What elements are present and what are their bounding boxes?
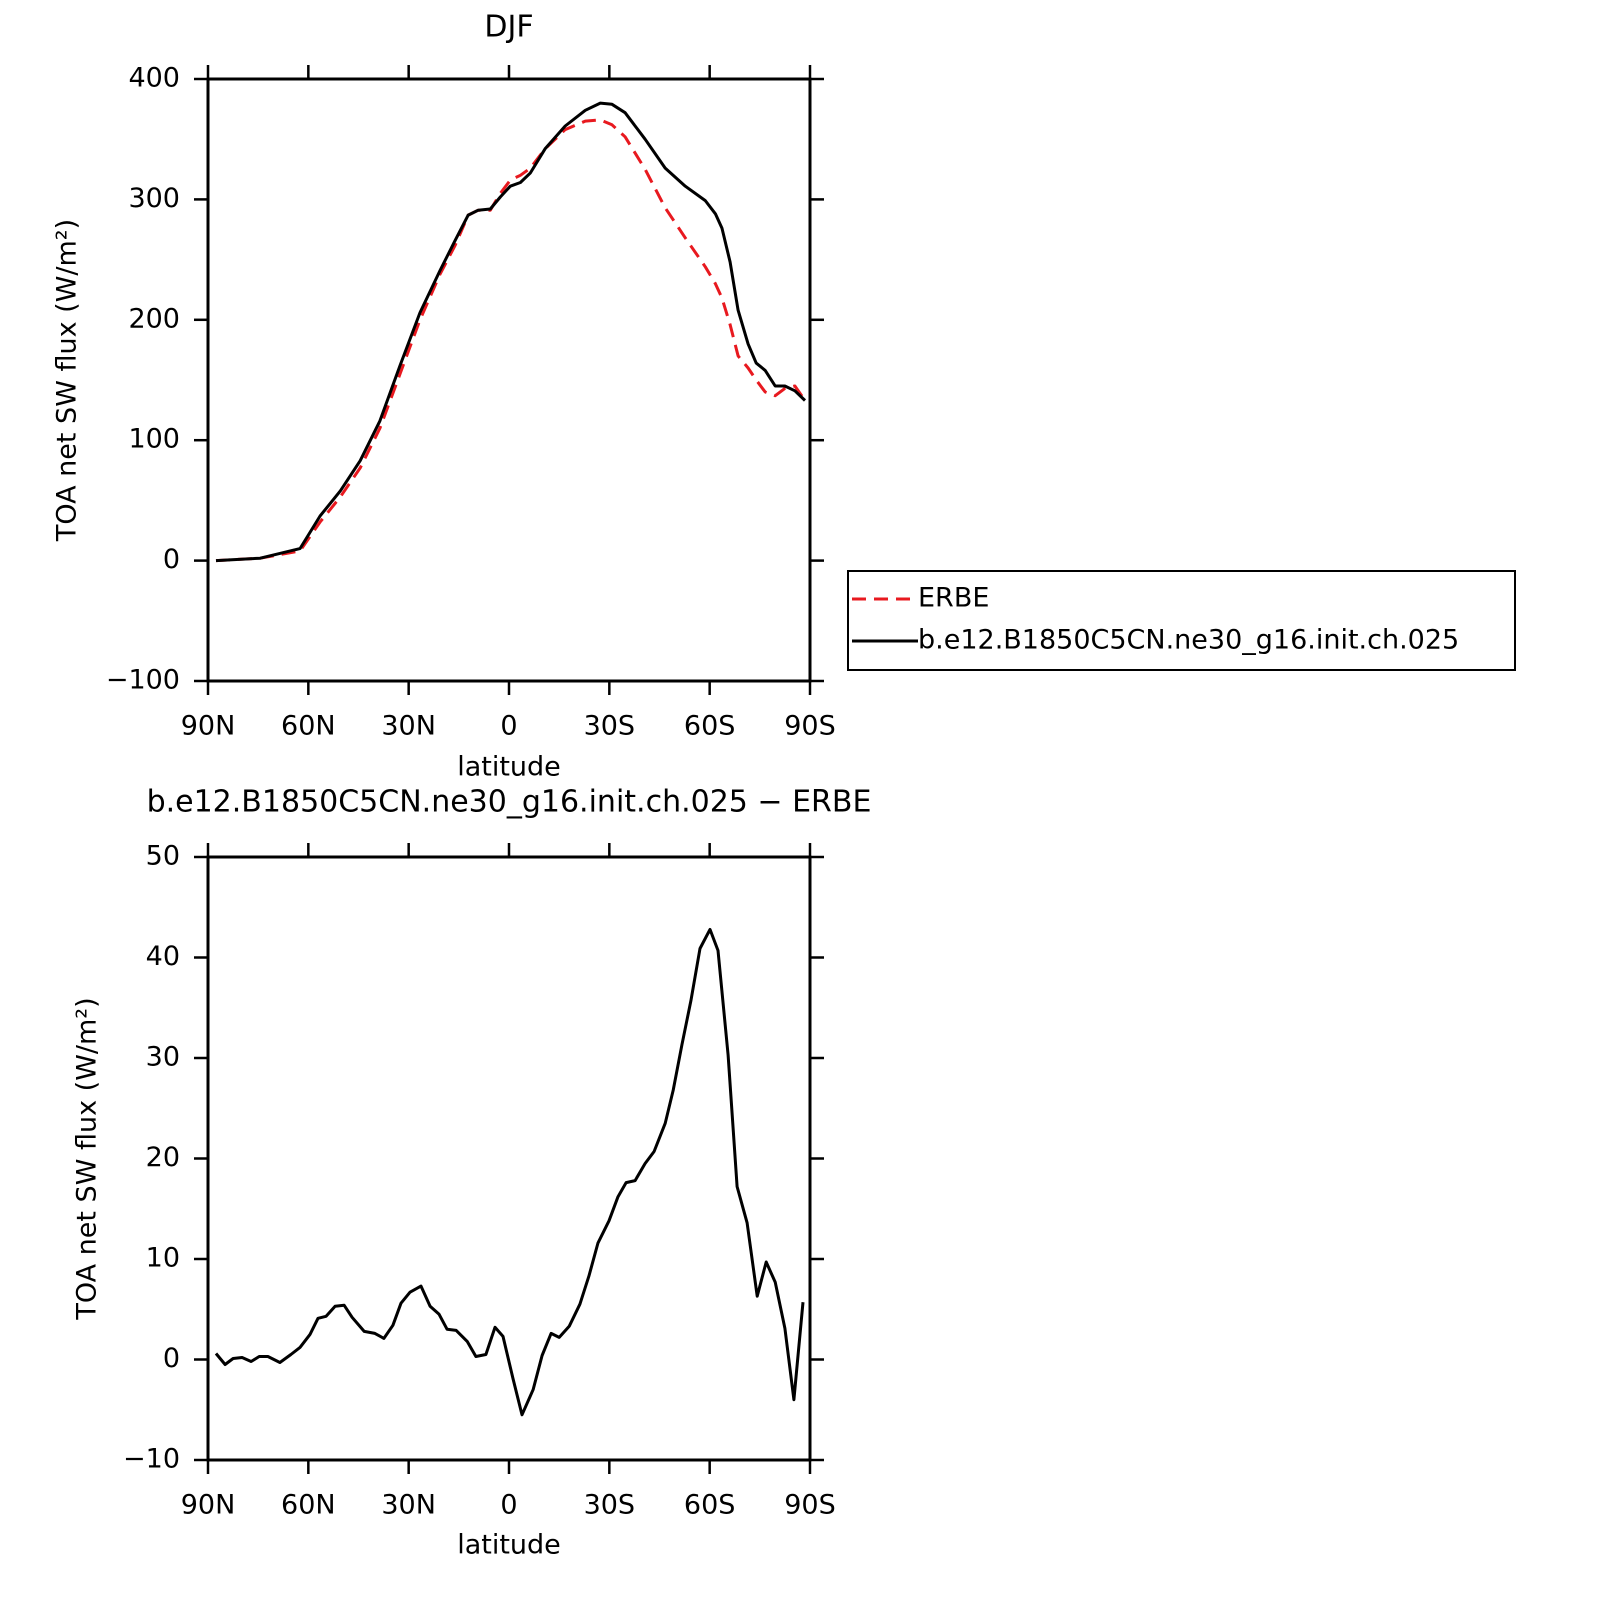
x-tick-label: 60S [684, 711, 736, 742]
y-tick-label: 300 [128, 183, 180, 214]
x-tick-label: 90S [784, 711, 836, 742]
x-tick-label: 60N [281, 1490, 336, 1521]
x-tick-label: 30S [584, 711, 636, 742]
chart-title: DJF [484, 10, 533, 45]
legend-label: b.e12.B1850C5CN.ne30_g16.init.ch.025 [918, 625, 1459, 656]
data-line [215, 101, 807, 563]
y-tick-label: 100 [128, 424, 180, 455]
x-tick-label: 30N [381, 711, 436, 742]
y-tick-label: 40 [146, 941, 180, 972]
y-tick-label: 0 [163, 544, 180, 575]
x-tick-label: 30N [381, 1490, 436, 1521]
y-tick-label: 200 [128, 303, 180, 334]
y-tick-label: 10 [146, 1243, 180, 1274]
y-tick-label: 30 [146, 1042, 180, 1073]
plot-frame [206, 855, 812, 1462]
y-tick-label: 50 [146, 841, 180, 872]
x-tick-label: 0 [500, 711, 517, 742]
x-tick-label: 30S [584, 1490, 636, 1521]
x-tick-label: 0 [500, 1490, 517, 1521]
chart-title: b.e12.B1850C5CN.ne30_g16.init.ch.025 − E… [147, 785, 872, 820]
x-axis-label: latitude [457, 1530, 561, 1561]
x-tick-label: 90N [181, 1490, 236, 1521]
x-tick-label: 60N [281, 711, 336, 742]
plot-frame [206, 77, 812, 683]
y-tick-label: 0 [163, 1343, 180, 1374]
legend-box [847, 570, 1516, 671]
y-axis-label: TOA net SW flux (W/m²) [72, 997, 103, 1320]
y-tick-label: 20 [146, 1142, 180, 1173]
x-axis-label: latitude [457, 752, 561, 783]
x-tick-label: 90N [181, 711, 236, 742]
y-tick-label: −100 [106, 665, 180, 696]
data-line [214, 927, 805, 1417]
y-tick-label: 400 [128, 63, 180, 94]
y-axis-label: TOA net SW flux (W/m²) [52, 219, 83, 542]
y-tick-label: −10 [123, 1444, 180, 1475]
x-tick-label: 60S [684, 1490, 736, 1521]
legend-label: ERBE [918, 583, 989, 614]
x-tick-label: 90S [784, 1490, 836, 1521]
